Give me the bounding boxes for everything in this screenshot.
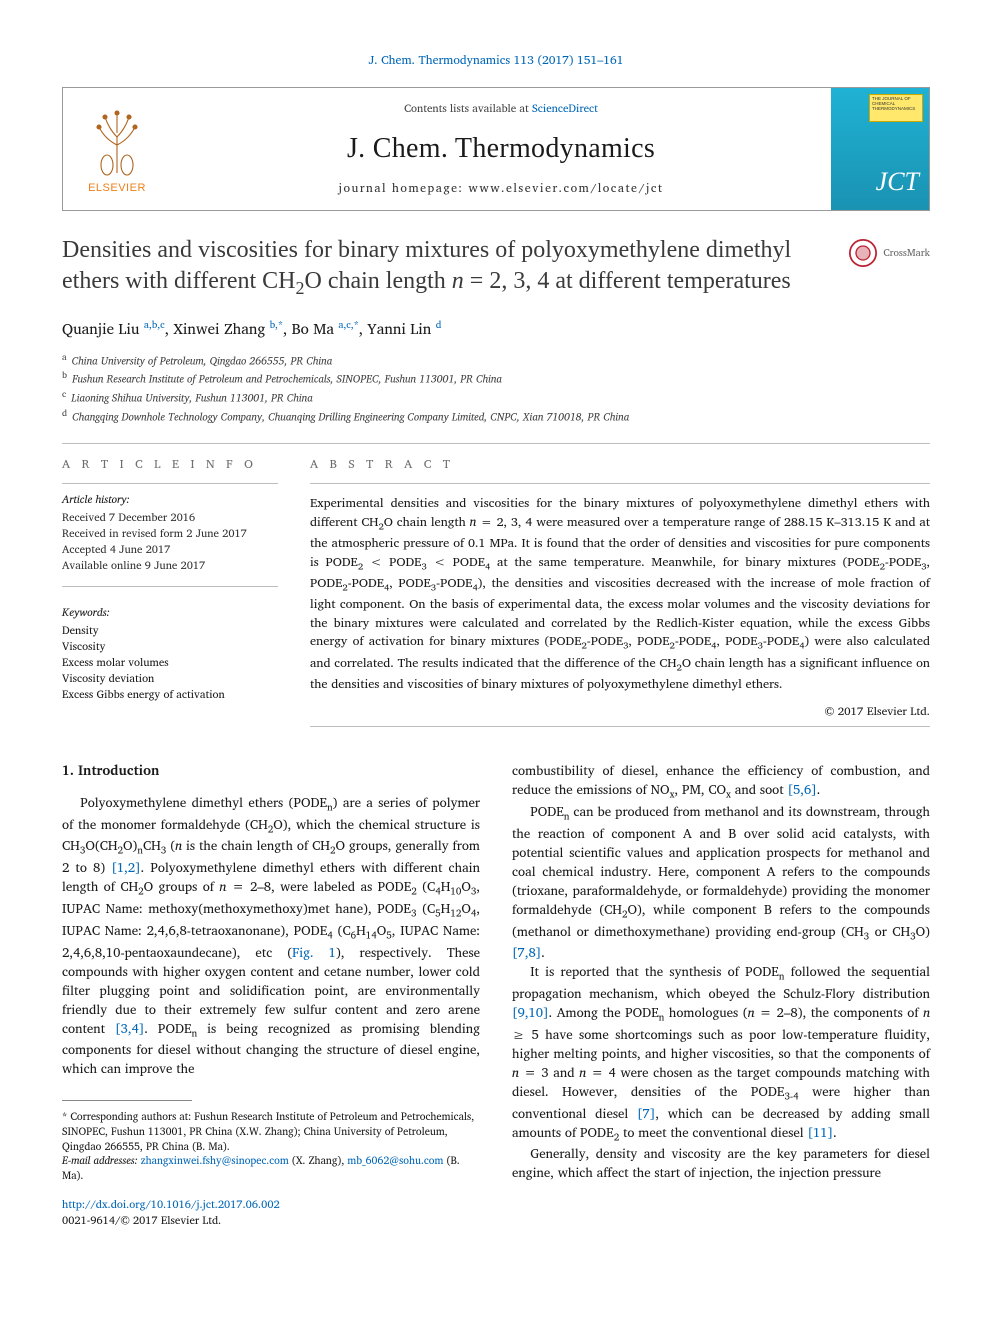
affiliation: b Fushun Research Institute of Petroleum… xyxy=(62,368,930,387)
email-addresses: E-mail addresses: zhangxinwei.fshy@sinop… xyxy=(62,1153,480,1182)
keywords-label: Keywords: xyxy=(62,605,278,621)
affiliation: a China University of Petroleum, Qingdao… xyxy=(62,350,930,369)
crossmark-icon xyxy=(849,239,877,267)
publisher-name: ELSEVIER xyxy=(77,181,157,197)
history-label: Article history: xyxy=(62,492,278,508)
cover-badge: THE JOURNAL OF CHEMICAL THERMODYNAMICS xyxy=(869,94,923,122)
history-line: Available online 9 June 2017 xyxy=(62,558,278,574)
crossmark-label: CrossMark xyxy=(883,246,930,261)
body-left: Polyoxymethylene dimethyl ethers (PODEn)… xyxy=(62,793,480,1079)
affiliation: c Liaoning Shihua University, Fushun 113… xyxy=(62,387,930,406)
keywords: DensityViscosityExcess molar volumesVisc… xyxy=(62,623,278,703)
sciencedirect-link[interactable]: ScienceDirect xyxy=(532,99,598,117)
rule xyxy=(310,726,930,727)
affiliations: a China University of Petroleum, Qingdao… xyxy=(62,350,930,425)
section-heading: 1. Introduction xyxy=(62,761,480,781)
cover-short-title: JCT xyxy=(876,163,919,201)
journal-citation: J. Chem. Thermodynamics 113 (2017) 151–1… xyxy=(62,52,930,69)
abstract-text: Experimental densities and viscosities f… xyxy=(310,494,930,693)
contents-available: Contents lists available at ScienceDirec… xyxy=(404,101,598,117)
abstract-heading: A B S T R A C T xyxy=(310,456,930,473)
journal-name: J. Chem. Thermodynamics xyxy=(347,129,655,170)
rule xyxy=(310,483,930,484)
article-history: Received 7 December 2016Received in revi… xyxy=(62,510,278,574)
journal-homepage: journal homepage: www.elsevier.com/locat… xyxy=(339,180,664,197)
affiliation: d Changqing Downhole Technology Company,… xyxy=(62,406,930,425)
paragraph: It is reported that the synthesis of POD… xyxy=(512,962,930,1144)
body-right: combustibility of diesel, enhance the ef… xyxy=(512,761,930,1182)
copyright: © 2017 Elsevier Ltd. xyxy=(310,704,930,721)
paragraph: Generally, density and viscosity are the… xyxy=(512,1144,930,1182)
footnote-rule xyxy=(62,1100,192,1101)
crossmark-badge[interactable]: CrossMark xyxy=(849,239,930,267)
paragraph: combustibility of diesel, enhance the ef… xyxy=(512,761,930,802)
rule xyxy=(62,586,278,587)
citation-link[interactable]: J. Chem. Thermodynamics 113 (2017) 151–1… xyxy=(368,51,623,70)
issn-line: 0021-9614/© 2017 Elsevier Ltd. xyxy=(62,1213,480,1229)
elsevier-tree-icon xyxy=(77,101,157,181)
authors-line: Quanjie Liu a,b,c, Xinwei Zhang b,*, Bo … xyxy=(62,318,930,340)
paragraph: PODEn can be produced from methanol and … xyxy=(512,802,930,962)
article-title: Densities and viscosities for binary mix… xyxy=(62,235,930,300)
journal-header: ELSEVIER Contents lists available at Sci… xyxy=(62,87,930,211)
journal-cover: THE JOURNAL OF CHEMICAL THERMODYNAMICS J… xyxy=(831,88,929,210)
publisher-logo-box: ELSEVIER xyxy=(63,88,171,210)
paragraph: Polyoxymethylene dimethyl ethers (PODEn)… xyxy=(62,793,480,1079)
corresponding-author-note: * Corresponding authors at: Fushun Resea… xyxy=(62,1109,480,1153)
keyword: Excess Gibbs energy of activation xyxy=(62,687,278,703)
rule xyxy=(62,443,930,444)
article-info-heading: A R T I C L E I N F O xyxy=(62,456,278,473)
homepage-url[interactable]: www.elsevier.com/locate/jct xyxy=(468,179,663,198)
rule xyxy=(62,483,278,484)
